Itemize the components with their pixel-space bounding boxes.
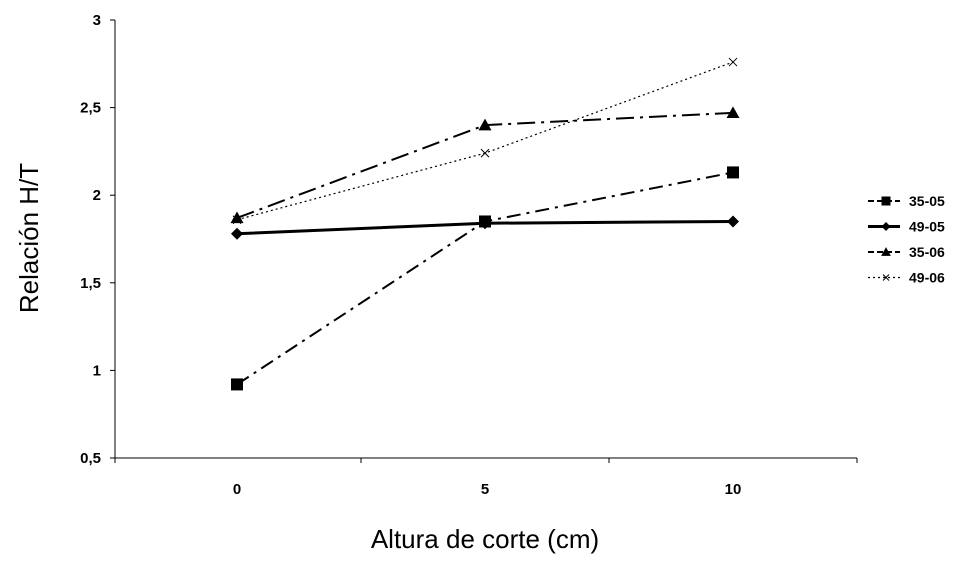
legend-swatch-marker-stroke: [882, 274, 890, 281]
x-axis-title: Altura de corte (cm): [371, 524, 599, 554]
data-point-35-06-0: [230, 211, 244, 224]
series-49-05: [231, 215, 739, 240]
data-point-35-05-0: [231, 378, 243, 391]
series-layer: [230, 57, 740, 391]
legend-swatch-marker: [881, 222, 891, 231]
legend: 35-05 49-05 35-06 49-06: [868, 193, 945, 286]
series-line-35-05: [236, 171, 734, 386]
legend-swatch-marker: [881, 196, 891, 206]
y-tick-label: 2: [93, 187, 101, 204]
data-point-49-06-5: [480, 148, 490, 158]
data-point-49-06-0-stroke: [232, 215, 242, 225]
legend-item-35-05: 35-05: [868, 193, 945, 209]
data-point-49-05-5: [479, 217, 491, 230]
legend-item-49-05: 49-05: [868, 219, 945, 235]
y-tick-label: 1: [93, 362, 101, 379]
legend-label: 49-06: [909, 270, 945, 286]
x-tick-label: 10: [725, 481, 742, 498]
series-49-06: [232, 57, 738, 225]
legend-swatch-marker: [882, 274, 890, 281]
data-point-49-06-10-stroke: [728, 57, 738, 67]
data-point-49-05-0: [231, 227, 243, 240]
legend-label: 49-05: [909, 219, 945, 235]
y-tick-label: 0,5: [80, 450, 101, 467]
data-point-49-06-5-stroke: [480, 148, 490, 158]
legend-item-35-06: 35-06: [868, 244, 945, 260]
legend-label: 35-05: [909, 193, 945, 209]
data-point-49-05-10: [727, 215, 739, 228]
legend-swatch-marker: [881, 247, 891, 256]
data-point-49-06-0: [232, 215, 242, 225]
data-point-35-05-10: [727, 166, 739, 179]
series-35-06: [230, 106, 740, 224]
data-point-35-06-5: [478, 118, 492, 131]
y-tick-label: 1,5: [80, 275, 101, 292]
axes: 0,5 1 1,5 2 2,5 3 0 5 10: [80, 12, 858, 498]
series-line-49-06: [236, 61, 734, 221]
y-tick-label: 3: [93, 12, 101, 29]
legend-label: 35-06: [909, 244, 945, 260]
data-point-35-06-10: [726, 106, 740, 119]
y-tick-label: 2,5: [80, 100, 101, 117]
data-point-49-06-10: [728, 57, 738, 67]
legend-item-49-06: 49-06: [868, 270, 945, 286]
x-tick-label: 0: [233, 481, 241, 498]
y-axis-title: Relación H/T: [14, 163, 44, 313]
x-tick-label: 5: [481, 481, 489, 498]
series-35-05: [231, 166, 739, 391]
